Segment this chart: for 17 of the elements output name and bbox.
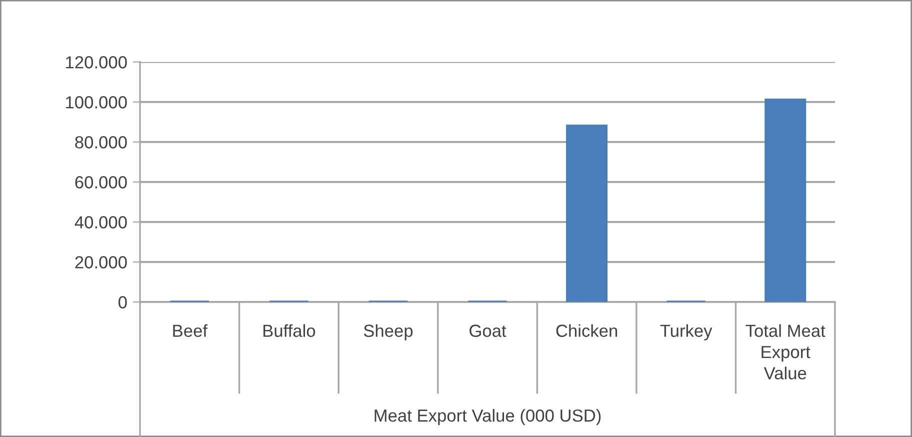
x-tick-label: Buffalo xyxy=(263,324,316,337)
x-tick-label: Turkey xyxy=(660,324,712,340)
x-axis-title: Meat Export Value (000 USD) xyxy=(374,409,601,426)
x-tick-label: Beef xyxy=(173,324,208,337)
x-tick-label: Goat xyxy=(470,324,506,337)
y-tick-label: 0 xyxy=(118,296,127,308)
x-tick-label: Chicken xyxy=(556,324,618,337)
x-tick-label: Sheep xyxy=(364,324,413,340)
y-tick-label: 100.000 xyxy=(66,96,127,108)
y-tick-label: 20.000 xyxy=(75,256,127,268)
y-tick-label: 80.000 xyxy=(75,136,127,148)
bar xyxy=(566,124,608,302)
bar xyxy=(764,98,806,302)
y-tick-label: 120.000 xyxy=(66,56,127,68)
x-tick-label: Total Meat Export Value xyxy=(746,324,826,380)
y-tick-label: 60.000 xyxy=(75,176,127,188)
y-tick-label: 40.000 xyxy=(74,216,127,228)
